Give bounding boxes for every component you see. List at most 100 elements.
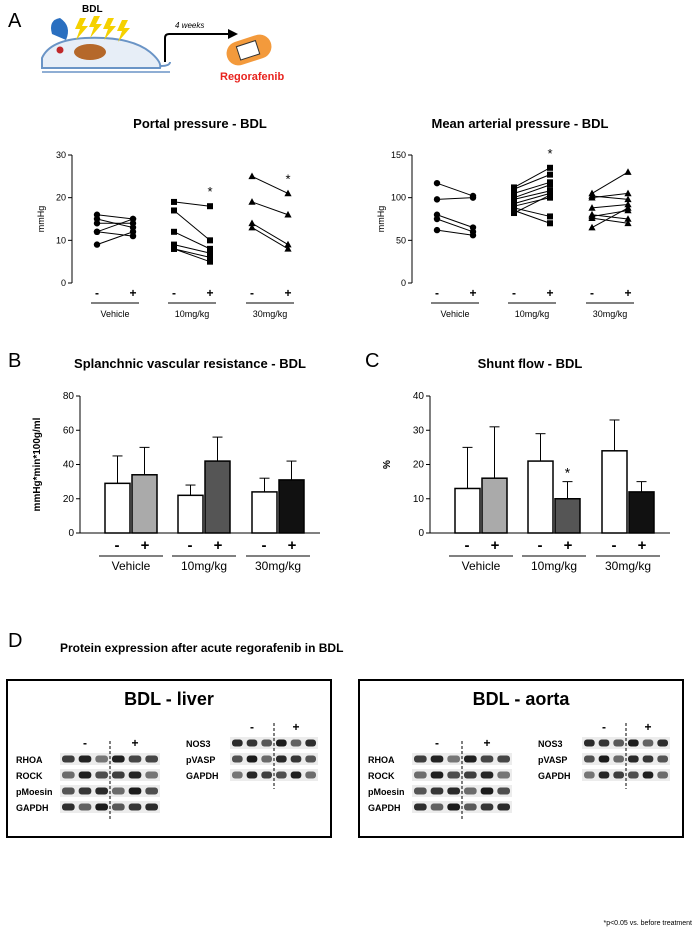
blot-band	[78, 771, 92, 779]
blot-band	[480, 755, 494, 763]
bar	[251, 491, 278, 534]
time-arrow	[164, 33, 228, 62]
blot-band	[480, 803, 494, 811]
group-label: 10mg/kg	[175, 309, 210, 319]
post-point	[129, 215, 137, 223]
blot-band	[112, 771, 125, 779]
treatment-minus-label: -	[262, 537, 267, 554]
treatment-minus-label: -	[612, 537, 617, 554]
pre-point	[511, 196, 517, 203]
liver-blot-box: BDL - liver - + RHOA ROCK pMoesin GAPDH - + NOS3…	[6, 679, 332, 838]
blot-band	[128, 803, 142, 811]
blot-band	[414, 787, 427, 795]
treatment-plus-label: +	[564, 537, 573, 554]
pair-line	[96, 214, 134, 220]
blot-band	[112, 755, 125, 763]
blot-band	[95, 771, 108, 779]
pair-line	[513, 167, 551, 188]
y-tick-label: 100	[391, 193, 406, 203]
blot-row-label: RHOA	[368, 755, 395, 765]
pair-line	[513, 192, 551, 205]
bdl-label: BDL	[82, 4, 103, 15]
blot-row-label: NOS3	[186, 739, 211, 749]
blot-row-label: pMoesin	[16, 787, 53, 797]
bar	[628, 491, 655, 534]
portal-pressure-title: Portal pressure - BDL	[133, 116, 267, 131]
pair-line	[436, 214, 474, 229]
blot-band	[128, 755, 142, 763]
group-label: 10mg/kg	[181, 559, 227, 573]
pre-point	[588, 214, 596, 221]
treatment-plus-label: +	[624, 286, 631, 300]
pair-line	[591, 217, 629, 224]
pair-line	[591, 207, 629, 228]
treatment-plus-label: +	[288, 537, 297, 554]
blot-band	[447, 771, 460, 779]
y-tick-label: 40	[413, 391, 425, 402]
blot-band	[261, 755, 272, 763]
treatment-plus-label: +	[546, 286, 553, 300]
blot-row-label: pMoesin	[368, 787, 405, 797]
blot-band	[598, 755, 610, 763]
liver-western-blots: - + RHOA ROCK pMoesin GAPDH - + NOS3 pVASP GAPDH	[16, 720, 318, 821]
blot-band	[613, 739, 624, 747]
treatment-plus-label: +	[206, 286, 213, 300]
pre-point	[433, 215, 441, 223]
post-point	[547, 192, 553, 199]
pair-line	[96, 231, 134, 246]
pair-line	[591, 195, 629, 200]
y-tick-label: 30	[413, 425, 425, 436]
blot-band	[78, 755, 92, 763]
aorta-western-blots: - + RHOA ROCK pMoesin GAPDH - + NOS3 pVASP GAPDH	[368, 720, 670, 821]
pair-line	[513, 194, 551, 214]
blot-band	[305, 739, 316, 747]
pre-point	[511, 190, 517, 197]
group-label: 10mg/kg	[515, 309, 550, 319]
y-tick-label: 0	[401, 278, 406, 288]
blot-band	[464, 771, 477, 779]
post-point	[624, 200, 632, 208]
arrowhead-icon	[228, 29, 238, 39]
pre-point	[588, 193, 596, 201]
bar	[177, 494, 204, 534]
treatment-minus-label: -	[512, 286, 516, 300]
blot-plus-label: +	[483, 736, 490, 750]
treatment-plus-label: +	[141, 537, 150, 554]
pre-point	[93, 228, 101, 235]
pair-line	[96, 231, 134, 237]
blot-band	[128, 771, 142, 779]
pre-point	[588, 204, 596, 211]
blot-band	[276, 739, 287, 747]
treatment-plus-label: +	[214, 537, 223, 554]
blot-band	[447, 787, 460, 795]
shunt-flow-chart: % 0 10 20 30 40 * - + Vehicle - +10mg/kg - +30mg/kg	[382, 391, 670, 573]
blot-strip	[60, 769, 160, 781]
protein-expression-title: Protein expression after acute regorafen…	[60, 641, 344, 655]
blot-band	[628, 755, 639, 763]
liver-blot-title: BDL - liver	[124, 689, 214, 709]
blot-band	[657, 755, 668, 763]
bar	[278, 479, 305, 534]
footnote: *p<0.05 vs. before treatment	[603, 920, 692, 927]
blot-row-label: NOS3	[538, 739, 563, 749]
pre-point	[248, 219, 256, 227]
post-point	[129, 228, 137, 235]
pair-line	[513, 184, 551, 199]
interval-label: 4 weeks	[175, 21, 204, 30]
y-tick-label: 50	[396, 235, 406, 245]
post-point	[547, 213, 553, 220]
blot-plus-label: +	[644, 720, 651, 734]
pre-point	[588, 223, 596, 231]
post-point	[207, 250, 213, 257]
treatment-minus-label: -	[188, 537, 193, 554]
blot-band	[112, 803, 125, 811]
significance-star: *	[565, 465, 571, 481]
blot-band	[480, 771, 494, 779]
treatment-minus-label: -	[115, 537, 120, 554]
blot-band	[613, 771, 624, 779]
blot-band	[430, 803, 444, 811]
post-point	[207, 237, 213, 244]
post-point	[547, 164, 553, 171]
pair-line	[251, 175, 289, 194]
blot-band	[657, 739, 668, 747]
